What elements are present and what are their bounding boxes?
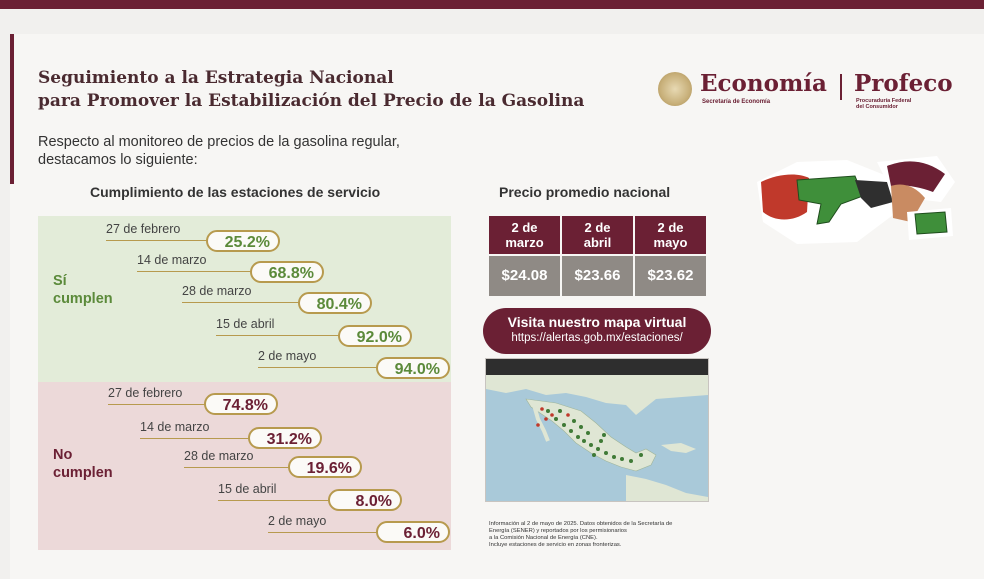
row-percentage: 8.0% — [328, 489, 402, 511]
title-line-2: para Promover la Estabilización del Prec… — [38, 91, 585, 111]
note-line-1: Información al 2 de mayo de 2025. Datos … — [489, 521, 673, 527]
logos: Economía Secretaría de Economía Profeco … — [658, 70, 958, 120]
row-date: 14 de marzo — [140, 420, 210, 434]
row-date: 28 de marzo — [182, 284, 252, 298]
row-percentage: 80.4% — [298, 292, 372, 314]
stations-map-image[interactable] — [485, 358, 709, 502]
row-percentage: 25.2% — [206, 230, 280, 252]
row-percentage: 31.2% — [248, 427, 322, 449]
noncompliant-label-line-1: No — [53, 447, 73, 463]
note-line-2: Energía (SENER) y reportados por los per… — [489, 528, 627, 534]
fuel-nozzle-icon — [757, 156, 955, 244]
row-percentage: 94.0% — [376, 357, 450, 379]
price-header-line-1: 2 de — [584, 220, 611, 235]
noncompliant-label-line-2: cumplen — [53, 465, 113, 481]
map-toolbar — [486, 359, 708, 375]
compliant-label-line-1: Sí — [53, 273, 67, 289]
source-note: Información al 2 de mayo de 2025. Datos … — [489, 521, 719, 549]
logo-divider — [840, 74, 842, 100]
profeco-sublabel: Procuraduría Federal del Consumidor — [856, 98, 911, 110]
price-header-line-2: mayo — [653, 235, 688, 250]
economia-logo: Economía — [700, 70, 827, 97]
compliance-heading: Cumplimiento de las estaciones de servic… — [90, 184, 381, 200]
virtual-map-title: Visita nuestro mapa virtual — [507, 314, 687, 330]
row-date: 27 de febrero — [106, 222, 181, 236]
slide: Seguimiento a la Estrategia Nacional par… — [10, 34, 984, 579]
virtual-map-link[interactable]: Visita nuestro mapa virtual https://aler… — [483, 308, 711, 354]
intro-text: Respecto al monitoreo de precios de la g… — [38, 133, 458, 169]
intro-line-2: destacamos lo siguiente: — [38, 152, 198, 168]
profeco-sub-line-2: del Consumidor — [856, 104, 898, 110]
row-date: 28 de marzo — [184, 449, 254, 463]
fuel-nozzle-photo — [737, 152, 967, 270]
profeco-logo: Profeco — [854, 70, 953, 97]
price-column-header: 2 de abril — [562, 216, 633, 254]
row-percentage: 19.6% — [288, 456, 362, 478]
row-leader-line — [218, 500, 338, 501]
row-leader-line — [258, 367, 383, 368]
price-header-line-2: marzo — [505, 235, 544, 250]
row-percentage: 74.8% — [204, 393, 278, 415]
price-column-header: 2 de mayo — [635, 216, 706, 254]
note-line-3: a la Comisión Nacional de Energía (CNE). — [489, 535, 598, 541]
row-percentage: 68.8% — [250, 261, 324, 283]
page-title: Seguimiento a la Estrategia Nacional par… — [38, 67, 584, 113]
noncompliant-label: No cumplen — [53, 446, 113, 482]
price-value: $23.62 — [635, 256, 706, 296]
profeco-sub-line-1: Procuraduría Federal — [856, 98, 912, 104]
accent-bar — [10, 34, 14, 184]
price-header-line-1: 2 de — [657, 220, 684, 235]
government-seal-icon — [658, 72, 692, 106]
row-leader-line — [268, 532, 383, 533]
row-leader-line — [108, 404, 212, 405]
row-leader-line — [182, 302, 302, 303]
row-leader-line — [137, 271, 262, 272]
row-percentage: 92.0% — [338, 325, 412, 347]
virtual-map-url: https://alertas.gob.mx/estaciones/ — [511, 332, 683, 344]
row-date: 15 de abril — [218, 482, 277, 496]
map-area — [486, 375, 708, 501]
compliant-label-line-2: cumplen — [53, 291, 113, 307]
compliant-label: Sí cumplen — [53, 272, 113, 308]
intro-line-1: Respecto al monitoreo de precios de la g… — [38, 134, 400, 150]
row-date: 14 de marzo — [137, 253, 207, 267]
price-header-line-2: abril — [583, 235, 612, 250]
title-line-1: Seguimiento a la Estrategia Nacional — [38, 68, 394, 88]
row-date: 2 de mayo — [258, 349, 317, 363]
row-leader-line — [106, 240, 216, 241]
economia-sublabel: Secretaría de Economía — [702, 99, 771, 105]
row-date: 27 de febrero — [108, 386, 183, 400]
top-bar — [0, 0, 984, 9]
row-percentage: 6.0% — [376, 521, 450, 543]
price-column-header: 2 de marzo — [489, 216, 560, 254]
row-leader-line — [140, 438, 260, 439]
price-value: $23.66 — [562, 256, 633, 296]
row-date: 2 de mayo — [268, 514, 327, 528]
row-date: 15 de abril — [216, 317, 275, 331]
mexico-map-icon — [486, 375, 708, 501]
price-value: $24.08 — [489, 256, 560, 296]
price-heading: Precio promedio nacional — [499, 184, 671, 200]
note-line-4: Incluye estaciones de servicio en zonas … — [489, 542, 622, 548]
row-leader-line — [184, 467, 298, 468]
row-leader-line — [216, 335, 346, 336]
price-header-line-1: 2 de — [511, 220, 538, 235]
